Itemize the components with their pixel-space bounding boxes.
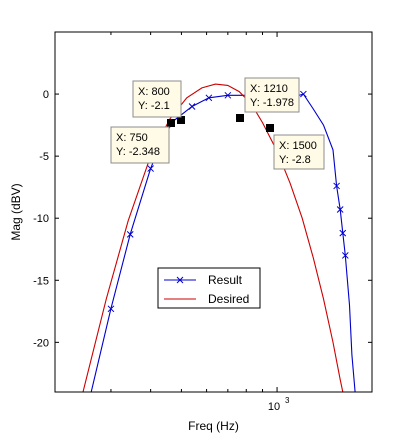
datatip-box <box>244 77 300 113</box>
datatip-box <box>273 134 325 170</box>
series-marker-result <box>341 252 349 259</box>
datatip: X: 750 Y: -2.348 <box>110 119 175 164</box>
datatip-marker <box>167 119 175 127</box>
y-tick-label: 0 <box>43 89 49 101</box>
datatip: X: 1500 Y: -2.8 <box>266 124 325 170</box>
datatip-marker <box>236 114 244 122</box>
series-marker-result <box>188 103 196 110</box>
marker-stroke <box>147 165 154 172</box>
x-tick-exponent: 3 <box>285 396 290 405</box>
datatip-marker <box>266 124 274 132</box>
series-marker-result <box>333 182 340 190</box>
y-axis-label: Mag (dBV) <box>9 183 23 240</box>
marker-stroke <box>205 94 213 102</box>
series-marker-result <box>147 165 154 172</box>
y-tick-label: -5 <box>39 151 49 163</box>
datatip: X: 1210 Y: -1.978 <box>236 77 300 122</box>
series-marker-result <box>126 230 134 238</box>
x-tick-label: 10 <box>268 401 280 413</box>
datatip-y-label: Y: -2.1 <box>138 100 170 112</box>
datatip-box <box>110 126 170 164</box>
marker-stroke <box>333 182 340 190</box>
marker-stroke <box>300 90 307 98</box>
datatip-box <box>132 80 182 118</box>
marker-stroke <box>339 229 347 237</box>
datatip-x-label: X: 800 <box>138 86 170 98</box>
marker-stroke <box>126 230 134 238</box>
datatip-y-label: Y: -1.978 <box>250 97 294 109</box>
marker-stroke <box>341 252 349 259</box>
series-marker-result <box>205 94 213 102</box>
x-axis-label: Freq (Hz) <box>188 419 239 433</box>
marker-stroke <box>107 305 115 313</box>
datatip-y-label: Y: -2.8 <box>279 154 311 166</box>
y-tick-label: -10 <box>33 213 49 225</box>
datatip-marker <box>177 116 185 124</box>
datatip-x-label: X: 1500 <box>279 140 317 152</box>
series-marker-result <box>336 206 344 213</box>
datatip-x-label: X: 1210 <box>250 83 288 95</box>
legend-label-desired: Desired <box>208 292 249 306</box>
y-tick-label: -20 <box>33 337 49 349</box>
series-marker-result <box>107 305 115 313</box>
legend-label-result: Result <box>208 273 243 287</box>
marker-stroke <box>188 103 196 110</box>
plot-frame <box>54 31 373 393</box>
legend-box <box>157 267 261 309</box>
marker-stroke <box>336 206 344 213</box>
series-marker-result <box>339 229 347 237</box>
y-tick-label: -15 <box>33 275 49 287</box>
series-marker-result <box>300 90 307 98</box>
datatip-y-label: Y: -2.348 <box>116 146 160 158</box>
legend-marker <box>176 276 184 284</box>
series-marker-result <box>224 91 232 99</box>
datatip: X: 800 Y: -2.1 <box>132 80 185 124</box>
datatip-x-label: X: 750 <box>116 132 148 144</box>
marker-stroke <box>224 91 232 99</box>
